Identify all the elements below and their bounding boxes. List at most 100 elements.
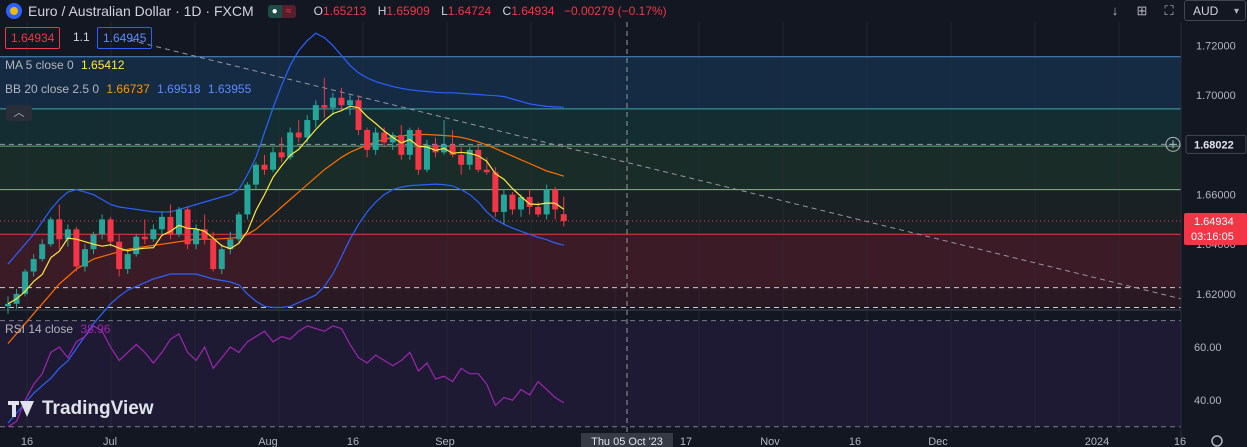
crosshair-price-label: 1.68022 bbox=[1194, 139, 1234, 151]
trend-line bbox=[129, 39, 1182, 300]
compare-icon[interactable]: ⊞ bbox=[1136, 3, 1148, 18]
time-tick-label: 17 bbox=[680, 436, 692, 447]
candle-body bbox=[321, 105, 328, 108]
candle-body bbox=[466, 149, 473, 165]
candle-body bbox=[415, 130, 422, 170]
low-label: L bbox=[441, 4, 448, 18]
market-status-toggle[interactable]: ● ≈ bbox=[267, 4, 296, 18]
candle-body bbox=[124, 254, 131, 270]
candle-body bbox=[500, 194, 507, 212]
bb-legend[interactable]: BB 20 close 2.5 0 1.66737 1.69518 1.6395… bbox=[5, 82, 251, 96]
candle-body bbox=[381, 132, 388, 143]
candle-body bbox=[492, 172, 499, 212]
tradingview-logo-icon bbox=[8, 401, 36, 417]
candle-body bbox=[22, 271, 29, 294]
candle-body bbox=[398, 134, 405, 155]
time-tick-label: 16 bbox=[21, 436, 33, 447]
rsi-value: 38.96 bbox=[80, 322, 111, 336]
tradingview-logo[interactable]: TradingView bbox=[8, 398, 154, 420]
candle-body bbox=[552, 189, 559, 210]
currency-select[interactable]: AUD bbox=[1184, 0, 1246, 22]
sell-button[interactable]: 1.64934 bbox=[5, 27, 61, 49]
crosshair-date-label: Thu 05 Oct '23 bbox=[591, 436, 663, 447]
candle-body bbox=[227, 239, 234, 250]
rsi-legend[interactable]: RSI 14 close 38.96 bbox=[5, 322, 110, 336]
bb-label: BB 20 close 2.5 0 bbox=[5, 82, 100, 96]
last-price-box bbox=[1184, 213, 1247, 246]
candle-body bbox=[338, 97, 345, 106]
price-zone-5 bbox=[0, 287, 1181, 308]
rsi-tick-label: 40.00 bbox=[1194, 395, 1222, 407]
candle-body bbox=[107, 219, 114, 242]
crosshair-price-box bbox=[1185, 134, 1247, 154]
symbol-logo-icon bbox=[6, 3, 22, 19]
bb-lower-line bbox=[7, 183, 564, 424]
candle-body bbox=[193, 229, 200, 245]
candle-body bbox=[244, 184, 251, 215]
open-label: O bbox=[313, 4, 323, 18]
candle-body bbox=[141, 236, 148, 240]
fullscreen-icon[interactable]: ⛶ bbox=[1164, 3, 1174, 18]
ma-label: MA 5 close 0 bbox=[5, 58, 74, 72]
scroll-down-icon[interactable]: ↓ bbox=[1111, 3, 1119, 18]
candle-body bbox=[543, 189, 550, 215]
ma-line bbox=[7, 105, 565, 305]
close-value: 1.64934 bbox=[511, 4, 555, 18]
low-value: 1.64724 bbox=[447, 4, 492, 18]
price-tick-label: 1.66000 bbox=[1196, 190, 1236, 202]
candle-body bbox=[287, 132, 294, 158]
candle-body bbox=[518, 197, 524, 210]
candle-body bbox=[176, 209, 182, 235]
bb-basis-value: 1.66737 bbox=[106, 82, 150, 96]
candle-body bbox=[30, 259, 37, 272]
candle-body bbox=[56, 219, 63, 240]
candle-body bbox=[278, 152, 285, 158]
high-label: H bbox=[377, 4, 387, 18]
countdown-label: 03:16:05 bbox=[1191, 231, 1234, 243]
price-zone-0 bbox=[0, 56, 1181, 109]
candle-body bbox=[347, 100, 353, 106]
rsi-label: RSI 14 close bbox=[5, 322, 74, 336]
candle-body bbox=[364, 130, 371, 150]
time-tick-label: 2024 bbox=[1085, 436, 1109, 447]
candle-body bbox=[475, 149, 482, 170]
bb-lower-value: 1.63955 bbox=[207, 82, 252, 96]
candle-body bbox=[116, 241, 123, 270]
crosshair-date-box bbox=[581, 433, 673, 447]
bb-basis-line bbox=[7, 133, 564, 344]
candle-body bbox=[389, 134, 396, 143]
buy-button[interactable]: 1.64945 bbox=[97, 27, 153, 49]
candle-body bbox=[90, 234, 97, 250]
bb-upper-value: 1.69518 bbox=[157, 82, 201, 96]
chart-header: Euro / Australian Dollar · 1D · FXCM ● ≈… bbox=[0, 0, 667, 22]
candle-body bbox=[449, 144, 456, 155]
time-tick-label: Dec bbox=[928, 436, 948, 447]
candle-body bbox=[218, 249, 225, 270]
market-open-icon: ● bbox=[267, 4, 282, 18]
symbol-title[interactable]: Euro / Australian Dollar · 1D · FXCM bbox=[28, 3, 254, 19]
high-value: 1.65909 bbox=[386, 4, 430, 18]
rsi-line bbox=[7, 325, 565, 428]
candle-body bbox=[210, 239, 217, 270]
price-tick-label: 1.70000 bbox=[1196, 90, 1236, 102]
candle-body bbox=[406, 130, 413, 155]
candle-body bbox=[252, 164, 259, 185]
bb-upper-line bbox=[7, 32, 564, 265]
candle-body bbox=[270, 152, 277, 170]
candle-body bbox=[329, 97, 336, 108]
collapse-legend-icon[interactable]: ︿ bbox=[6, 105, 32, 121]
ma-legend[interactable]: MA 5 close 0 1.65412 bbox=[5, 58, 124, 72]
candle-body bbox=[423, 144, 430, 170]
candle-body bbox=[39, 244, 46, 260]
time-tick-label: 16 bbox=[849, 436, 861, 447]
price-tick-label: 1.72000 bbox=[1196, 41, 1236, 53]
wave-icon: ≈ bbox=[281, 4, 296, 18]
price-zone-3 bbox=[0, 189, 1181, 235]
candle-body bbox=[5, 303, 11, 307]
time-tick-label: 16 bbox=[347, 436, 359, 447]
close-label: C bbox=[502, 4, 512, 18]
change-value: −0.00279 (−0.17%) bbox=[563, 4, 667, 18]
candle-body bbox=[201, 229, 208, 240]
price-zone-1 bbox=[0, 108, 1181, 147]
